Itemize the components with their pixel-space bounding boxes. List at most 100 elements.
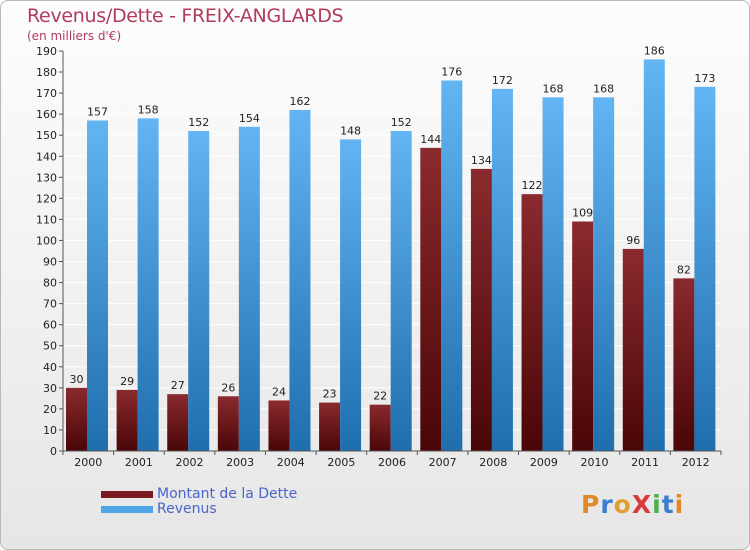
axis-layer: 0 10 20 30 40 50 60 70 80 90 100 110 120 130 140 150 160… (36, 45, 722, 469)
data-label-dette: 82 (677, 263, 691, 276)
bar-revenus (542, 97, 564, 451)
bar-dette (116, 389, 138, 451)
x-tick-label: 2012 (682, 456, 710, 469)
data-label-revenus: 154 (239, 112, 260, 125)
data-label-revenus: 152 (391, 116, 412, 129)
bar-dette (167, 394, 189, 451)
legend-label-dette: Montant de la Dette (157, 486, 298, 502)
data-label-dette: 30 (70, 373, 84, 386)
bar-dette (673, 278, 695, 451)
y-tick-label: 160 (36, 108, 57, 121)
bar-revenus (137, 118, 159, 452)
logo-letter: X (631, 490, 653, 519)
x-tick-label: 2005 (327, 456, 355, 469)
data-label-dette: 24 (272, 385, 286, 398)
bar-dette (622, 248, 644, 451)
y-tick-label: 180 (36, 66, 57, 79)
data-label-dette: 109 (572, 207, 593, 220)
y-tick-label: 190 (36, 45, 57, 58)
y-tick-label: 20 (43, 403, 57, 416)
data-label-revenus: 168 (593, 82, 614, 95)
y-tick-label: 30 (43, 382, 57, 395)
y-tick-label: 110 (36, 213, 57, 226)
bar-revenus (289, 109, 311, 452)
data-label-revenus: 152 (188, 116, 209, 129)
x-tick-label: 2000 (74, 456, 102, 469)
x-tick-label: 2008 (479, 456, 507, 469)
bar-dette (319, 402, 341, 451)
data-label-revenus: 158 (138, 103, 159, 116)
x-tick-label: 2007 (429, 456, 457, 469)
data-label-dette: 96 (626, 234, 640, 247)
data-label-revenus: 168 (543, 82, 564, 95)
data-label-revenus: 162 (289, 95, 310, 108)
bar-dette (369, 404, 391, 451)
data-label-dette: 27 (171, 379, 185, 392)
label-layer: 30 157 29 158 27 152 26 154 24 162 23 148 22 152 144 17… (70, 44, 716, 402)
x-tick-label: 2011 (631, 456, 659, 469)
bar-revenus (87, 120, 108, 451)
bar-dette (268, 400, 290, 451)
y-tick-label: 150 (36, 129, 57, 142)
y-tick-label: 40 (43, 361, 57, 374)
x-tick-label: 2006 (378, 456, 406, 469)
bar-layer (66, 59, 716, 452)
data-label-revenus: 157 (87, 105, 108, 118)
data-label-dette: 134 (471, 154, 492, 167)
logo-letter: o (613, 490, 632, 519)
data-label-dette: 122 (522, 179, 543, 192)
bar-revenus (441, 80, 463, 451)
bar-dette (470, 168, 492, 452)
y-tick-label: 10 (43, 424, 57, 437)
y-tick-label: 60 (43, 319, 57, 332)
y-tick-label: 80 (43, 277, 57, 290)
data-label-dette: 23 (323, 388, 337, 401)
logo-letter: i (652, 490, 662, 519)
data-label-dette: 144 (420, 133, 441, 146)
y-tick-label: 90 (43, 256, 57, 269)
x-tick-label: 2002 (176, 456, 204, 469)
bar-revenus (643, 59, 665, 451)
data-label-revenus: 173 (694, 72, 715, 85)
y-tick-label: 100 (36, 234, 57, 247)
data-label-revenus: 148 (340, 124, 361, 137)
y-tick-label: 120 (36, 192, 57, 205)
data-label-revenus: 186 (644, 44, 665, 57)
x-tick-label: 2001 (125, 456, 153, 469)
data-label-dette: 22 (373, 390, 387, 403)
bar-revenus (593, 97, 615, 451)
data-label-dette: 26 (221, 381, 235, 394)
data-label-dette: 29 (120, 375, 134, 388)
y-tick-label: 70 (43, 298, 57, 311)
y-tick-label: 0 (50, 445, 57, 458)
bar-revenus (188, 131, 210, 451)
proxiti-logo: ProXiti (581, 490, 684, 519)
legend-label-revenus: Revenus (157, 501, 217, 517)
chart-subtitle: (en milliers d'€) (27, 29, 122, 43)
data-label-revenus: 176 (441, 65, 462, 78)
y-tick-label: 130 (36, 171, 57, 184)
bar-dette (420, 147, 442, 451)
y-tick-label: 140 (36, 150, 57, 163)
legend-swatch-revenus (101, 506, 153, 513)
bar-revenus (340, 139, 362, 451)
x-tick-label: 2009 (530, 456, 558, 469)
bar-dette (66, 387, 87, 451)
logo-letter: t (661, 490, 675, 519)
logo-letter: P (581, 490, 601, 519)
legend-swatch-dette (101, 491, 153, 498)
bar-dette (521, 194, 543, 451)
bar-revenus (390, 131, 412, 451)
x-tick-label: 2004 (277, 456, 305, 469)
bar-dette (217, 396, 239, 451)
bar-revenus (238, 126, 260, 451)
bar-revenus (694, 86, 716, 451)
data-label-revenus: 172 (492, 74, 513, 87)
bar-revenus (491, 88, 513, 451)
y-tick-label: 50 (43, 340, 57, 353)
y-tick-label: 170 (36, 87, 57, 100)
x-tick-label: 2003 (226, 456, 254, 469)
logo-letter: i (674, 490, 685, 519)
